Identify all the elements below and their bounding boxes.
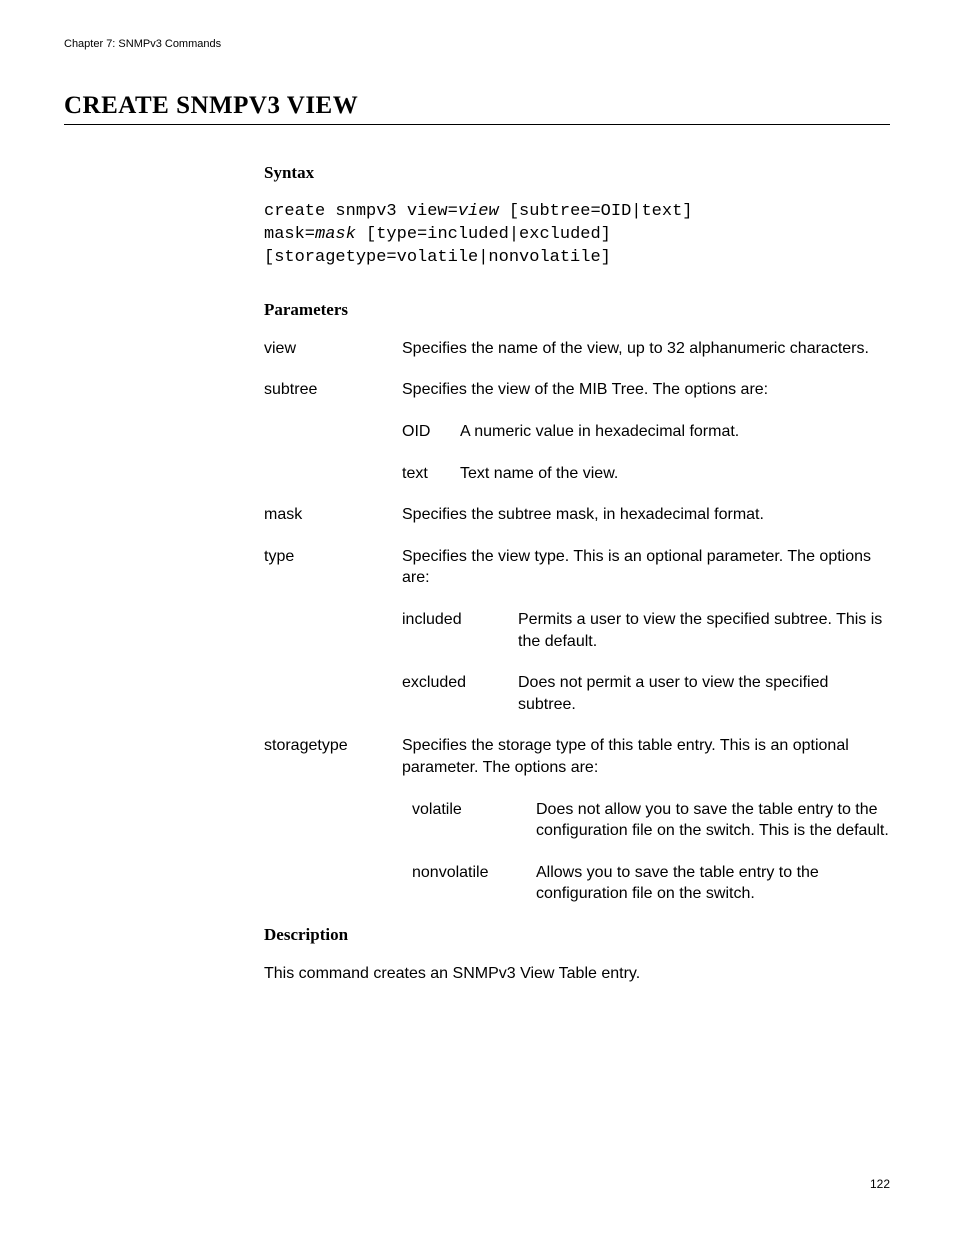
syntax-text: mask= xyxy=(264,225,315,244)
option-row: volatile Does not allow you to save the … xyxy=(412,799,890,842)
param-row-view: view Specifies the name of the view, up … xyxy=(264,338,890,360)
param-desc: Specifies the name of the view, up to 32… xyxy=(402,338,890,360)
param-name: storagetype xyxy=(264,735,402,757)
running-header: Chapter 7: SNMPv3 Commands xyxy=(64,38,890,50)
syntax-text: [storagetype=volatile|nonvolatile] xyxy=(264,248,611,267)
param-name: type xyxy=(264,546,402,568)
param-row-mask: mask Specifies the subtree mask, in hexa… xyxy=(264,504,890,526)
option-name: excluded xyxy=(402,672,518,694)
syntax-heading: Syntax xyxy=(264,163,890,183)
option-row: included Permits a user to view the spec… xyxy=(402,609,890,652)
option-desc: Does not allow you to save the table ent… xyxy=(536,799,890,842)
option-row: text Text name of the view. xyxy=(402,463,890,485)
page: Chapter 7: SNMPv3 Commands CREATE SNMPV3… xyxy=(0,0,954,985)
param-row-type: type Specifies the view type. This is an… xyxy=(264,546,890,716)
parameters-heading: Parameters xyxy=(264,300,890,320)
param-row-storagetype: storagetype Specifies the storage type o… xyxy=(264,735,890,905)
option-name: volatile xyxy=(412,799,536,821)
param-desc: Specifies the storage type of this table… xyxy=(402,735,890,905)
page-title: CREATE SNMPV3 VIEW xyxy=(64,92,890,125)
option-name: included xyxy=(402,609,518,631)
param-row-subtree: subtree Specifies the view of the MIB Tr… xyxy=(264,379,890,484)
option-desc: Text name of the view. xyxy=(460,463,890,485)
param-desc: Specifies the view of the MIB Tree. The … xyxy=(402,379,890,484)
param-name: view xyxy=(264,338,402,360)
option-name: text xyxy=(402,463,460,485)
body-column: Syntax create snmpv3 view=view [subtree=… xyxy=(264,163,890,985)
option-desc: A numeric value in hexadecimal format. xyxy=(460,421,890,443)
option-row: excluded Does not permit a user to view … xyxy=(402,672,890,715)
description-heading: Description xyxy=(264,925,890,945)
syntax-arg-mask: mask xyxy=(315,225,356,244)
option-name: OID xyxy=(402,421,460,443)
description-text: This command creates an SNMPv3 View Tabl… xyxy=(264,963,890,985)
syntax-text: create snmpv3 view= xyxy=(264,202,458,221)
page-number: 122 xyxy=(870,1177,890,1191)
param-name: mask xyxy=(264,504,402,526)
param-desc-text: Specifies the view type. This is an opti… xyxy=(402,548,871,587)
option-desc: Does not permit a user to view the speci… xyxy=(518,672,890,715)
option-row: OID A numeric value in hexadecimal forma… xyxy=(402,421,890,443)
parameters-list: view Specifies the name of the view, up … xyxy=(264,338,890,905)
option-name: nonvolatile xyxy=(412,862,536,884)
param-desc: Specifies the subtree mask, in hexadecim… xyxy=(402,504,890,526)
option-list: OID A numeric value in hexadecimal forma… xyxy=(402,421,890,484)
syntax-text: [subtree=OID|text] xyxy=(499,202,693,221)
param-desc-text: Specifies the storage type of this table… xyxy=(402,737,849,776)
option-row: nonvolatile Allows you to save the table… xyxy=(412,862,890,905)
param-desc-text: Specifies the view of the MIB Tree. The … xyxy=(402,381,768,398)
option-list: volatile Does not allow you to save the … xyxy=(412,799,890,905)
option-desc: Permits a user to view the specified sub… xyxy=(518,609,890,652)
syntax-block: create snmpv3 view=view [subtree=OID|tex… xyxy=(264,201,890,270)
syntax-text: [type=included|excluded] xyxy=(356,225,611,244)
param-name: subtree xyxy=(264,379,402,401)
param-desc: Specifies the view type. This is an opti… xyxy=(402,546,890,716)
syntax-arg-view: view xyxy=(458,202,499,221)
option-desc: Allows you to save the table entry to th… xyxy=(536,862,890,905)
option-list: included Permits a user to view the spec… xyxy=(402,609,890,715)
